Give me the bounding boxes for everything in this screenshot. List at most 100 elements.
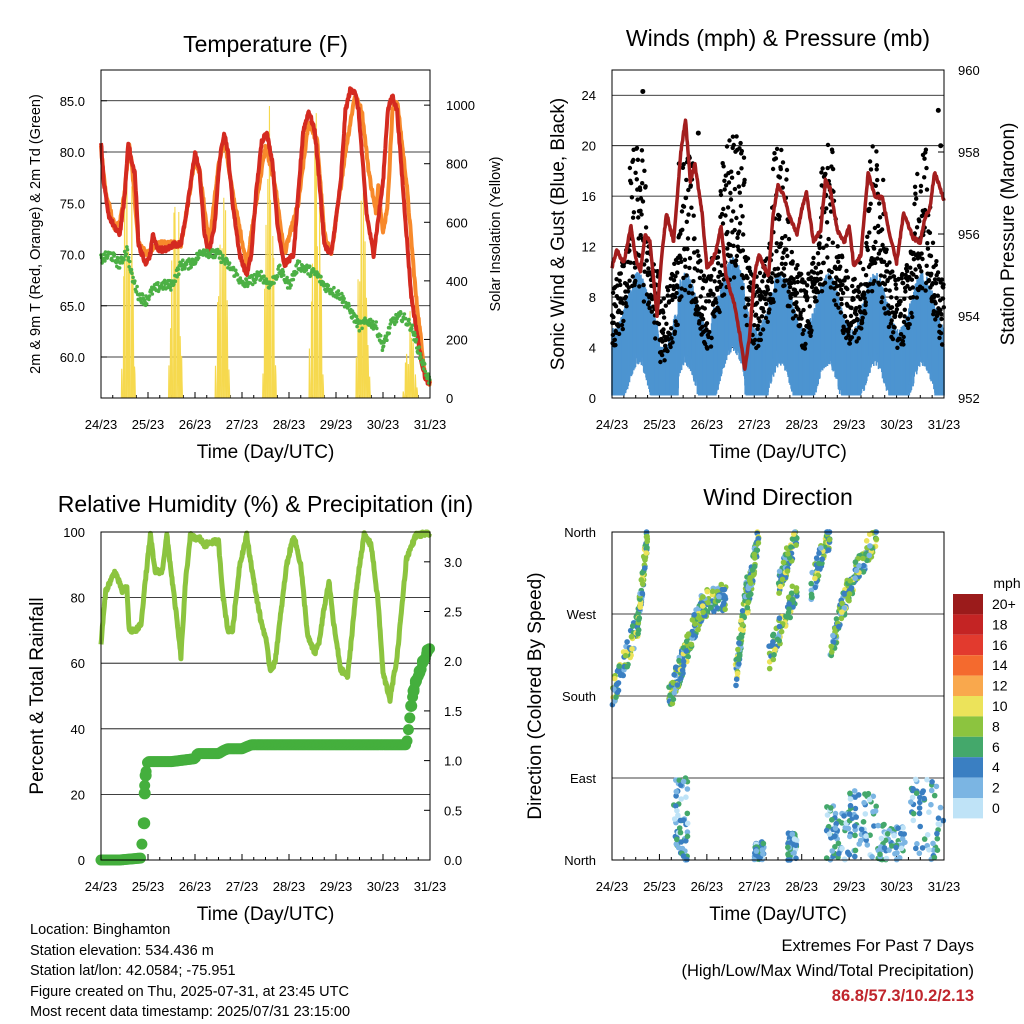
- direction-point: [637, 604, 644, 610]
- gust-point: [673, 274, 678, 279]
- gust-point: [877, 201, 882, 206]
- gust-point: [799, 271, 804, 277]
- dewpoint-point: [129, 267, 134, 272]
- gust-point: [691, 279, 696, 284]
- gust-point: [687, 256, 693, 261]
- gust-point: [800, 331, 805, 337]
- gust-point: [647, 305, 652, 311]
- y-axis-label: 2m & 9m T (Red, Orange) & 2m Td (Green): [28, 94, 44, 374]
- gust-point: [796, 307, 801, 312]
- gust-point: [762, 296, 767, 302]
- dewpoint-point: [275, 275, 280, 279]
- gust-point: [672, 329, 678, 334]
- direction-point: [639, 590, 646, 597]
- gust-point: [624, 304, 629, 309]
- dewpoint-point: [103, 250, 108, 254]
- gust-point: [916, 287, 921, 293]
- gust-point: [755, 323, 761, 328]
- gust-point: [816, 289, 821, 295]
- gust-point: [879, 299, 884, 305]
- direction-point: [673, 803, 679, 809]
- direction-point: [863, 538, 870, 544]
- gust-point: [904, 263, 909, 268]
- gust-point: [659, 352, 665, 358]
- x-tick-label: 25/23: [132, 879, 165, 894]
- direction-point: [776, 568, 783, 575]
- y-tick-label: 80.0: [60, 145, 85, 160]
- direction-point: [629, 623, 636, 629]
- gust-point: [924, 165, 929, 171]
- dewpoint-point: [243, 284, 247, 289]
- gust-point: [695, 249, 700, 254]
- gust-point: [894, 295, 899, 301]
- gust-point: [839, 296, 844, 302]
- gust-point: [827, 275, 832, 280]
- gust-point: [903, 289, 908, 294]
- gust-point: [735, 235, 740, 240]
- gust-point: [900, 280, 906, 286]
- direction-point: [841, 605, 848, 611]
- y2-tick-label: 1.5: [444, 704, 462, 719]
- dewpoint-point: [407, 317, 411, 322]
- dewpoint-point: [253, 280, 257, 285]
- y-tick-label: 100: [63, 525, 85, 540]
- dewpoint-point: [385, 338, 389, 343]
- gust-point: [675, 322, 680, 327]
- gust-point: [801, 328, 806, 333]
- gust-point: [859, 320, 865, 325]
- gust-point: [782, 283, 787, 288]
- direction-point: [622, 652, 629, 659]
- gust-point: [731, 209, 736, 214]
- gust-point: [793, 313, 798, 318]
- gust-point: [635, 197, 640, 202]
- gust-point: [665, 348, 670, 354]
- x-axis-label: Time (Day/UTC): [709, 442, 847, 463]
- gust-point: [686, 212, 691, 217]
- gust-point: [630, 215, 636, 220]
- gust-point: [629, 195, 635, 200]
- gust-point: [830, 149, 835, 155]
- gust-point: [839, 301, 844, 307]
- gust-point: [631, 157, 636, 163]
- y-tick-label: 0: [78, 853, 85, 868]
- gust-point: [905, 316, 911, 321]
- dewpoint-point: [381, 344, 386, 348]
- gust-point: [715, 255, 721, 260]
- gust-point: [813, 265, 818, 270]
- gust-point: [737, 190, 742, 195]
- direction-point: [620, 672, 626, 679]
- gust-point: [802, 280, 807, 285]
- gust-point: [711, 292, 716, 297]
- y2-axis-label: Station Pressure (Maroon): [998, 123, 1019, 346]
- y-tick-label: 0: [589, 391, 596, 406]
- gust-point: [723, 213, 728, 218]
- direction-point: [776, 590, 782, 596]
- gust-point: [722, 178, 727, 183]
- direction-point: [846, 591, 853, 597]
- gust-point: [911, 257, 917, 262]
- gust-point: [933, 262, 938, 268]
- dewpoint-point: [380, 348, 385, 353]
- gust-point: [685, 246, 690, 252]
- gust-point: [783, 234, 788, 239]
- dewpoint-point: [378, 333, 383, 338]
- direction-point: [683, 648, 689, 654]
- direction-point: [678, 839, 684, 845]
- gust-point: [726, 180, 732, 185]
- gust-point: [742, 177, 747, 183]
- direction-point: [635, 630, 641, 637]
- gust-point: [620, 326, 625, 332]
- gust-point: [798, 310, 803, 315]
- gust-point: [795, 279, 800, 285]
- gust-point: [816, 261, 821, 267]
- gust-point: [865, 289, 871, 294]
- direction-point: [737, 626, 744, 632]
- gust-point: [674, 290, 679, 296]
- direction-point: [791, 531, 797, 537]
- dewpoint-point: [340, 291, 344, 296]
- gust-point: [698, 269, 704, 274]
- dewpoint-point: [147, 294, 152, 298]
- gust-point: [628, 180, 634, 186]
- x-tick-label: 28/23: [785, 879, 818, 894]
- gust-point: [671, 278, 677, 283]
